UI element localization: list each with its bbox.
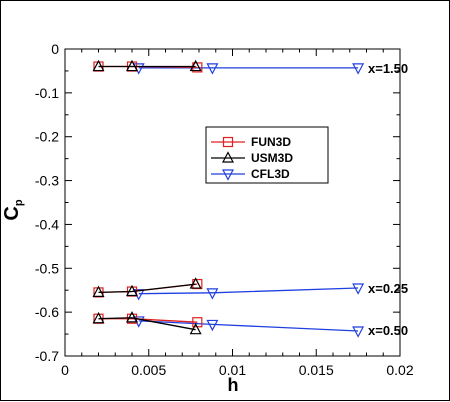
annotation-x050: x=0.50 bbox=[368, 323, 408, 338]
series-usm3d-x150 bbox=[92, 59, 202, 72]
x-tick-label: 0.005 bbox=[131, 362, 166, 378]
data-point bbox=[206, 63, 219, 75]
data-point bbox=[352, 326, 365, 338]
legend-marker bbox=[222, 151, 234, 163]
series-usm3d-x025 bbox=[92, 277, 202, 298]
series-line bbox=[98, 317, 196, 331]
legend-marker bbox=[222, 136, 234, 148]
y-tick-label: -0.1 bbox=[35, 85, 59, 101]
series-fun3d-x025 bbox=[93, 278, 203, 298]
data-point bbox=[92, 59, 105, 72]
x-tick-label: 0.01 bbox=[219, 362, 246, 378]
series-line bbox=[98, 283, 196, 294]
y-tick-label: -0.2 bbox=[35, 129, 59, 145]
y-tick-label: 0 bbox=[51, 41, 59, 57]
y-tick-label: -0.7 bbox=[35, 348, 59, 364]
plot-area bbox=[64, 48, 401, 357]
x-tick-label: 0 bbox=[61, 362, 69, 378]
data-point bbox=[92, 285, 105, 298]
annotation-x150: x=1.50 bbox=[368, 61, 408, 76]
x-tick-label: 0.015 bbox=[299, 362, 334, 378]
legend-item-cfl3d: CFL3D bbox=[211, 167, 290, 181]
legend-label: USM3D bbox=[251, 151, 293, 165]
x-tick-label: 0.02 bbox=[386, 362, 413, 378]
y-tick-label: -0.4 bbox=[35, 216, 59, 232]
series-line bbox=[138, 320, 359, 332]
y-tick-label: -0.3 bbox=[35, 173, 59, 189]
data-point bbox=[352, 63, 365, 75]
y-tick-label: -0.5 bbox=[35, 260, 59, 276]
series-line bbox=[138, 287, 359, 295]
data-point bbox=[126, 311, 138, 323]
data-point bbox=[189, 59, 202, 72]
y-axis-label: Cp bbox=[1, 199, 25, 220]
legend-label: CFL3D bbox=[251, 167, 290, 181]
data-point bbox=[132, 63, 145, 75]
data-point bbox=[126, 59, 138, 72]
legend-item-usm3d: USM3D bbox=[211, 151, 293, 165]
x-axis-label: h bbox=[228, 375, 239, 395]
data-point bbox=[352, 283, 365, 295]
y-tick-label: -0.6 bbox=[35, 304, 59, 320]
legend-marker bbox=[222, 169, 234, 181]
legend-label: FUN3D bbox=[251, 135, 291, 149]
data-point bbox=[126, 284, 138, 297]
data-point bbox=[206, 319, 219, 332]
annotation-x025: x=0.25 bbox=[368, 281, 408, 296]
data-point bbox=[92, 311, 105, 324]
data-point bbox=[189, 277, 202, 289]
series-cfl3d-x150 bbox=[132, 63, 365, 75]
data-point bbox=[189, 322, 202, 335]
series-cfl3d-x025 bbox=[132, 283, 365, 301]
data-point bbox=[206, 288, 219, 300]
legend: FUN3D USM3D CFL3D bbox=[205, 126, 329, 184]
series-cfl3d-x050 bbox=[132, 316, 365, 338]
legend-item-fun3d: FUN3D bbox=[211, 135, 291, 149]
series-usm3d-x050 bbox=[92, 311, 202, 335]
